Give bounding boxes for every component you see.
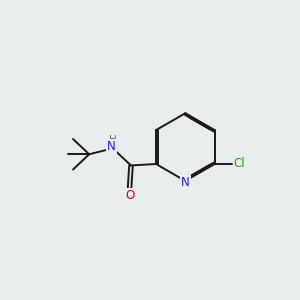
Text: Cl: Cl (234, 158, 245, 170)
Text: H: H (110, 135, 117, 145)
Text: N: N (107, 140, 116, 153)
Text: O: O (125, 189, 134, 202)
Text: N: N (181, 176, 190, 189)
